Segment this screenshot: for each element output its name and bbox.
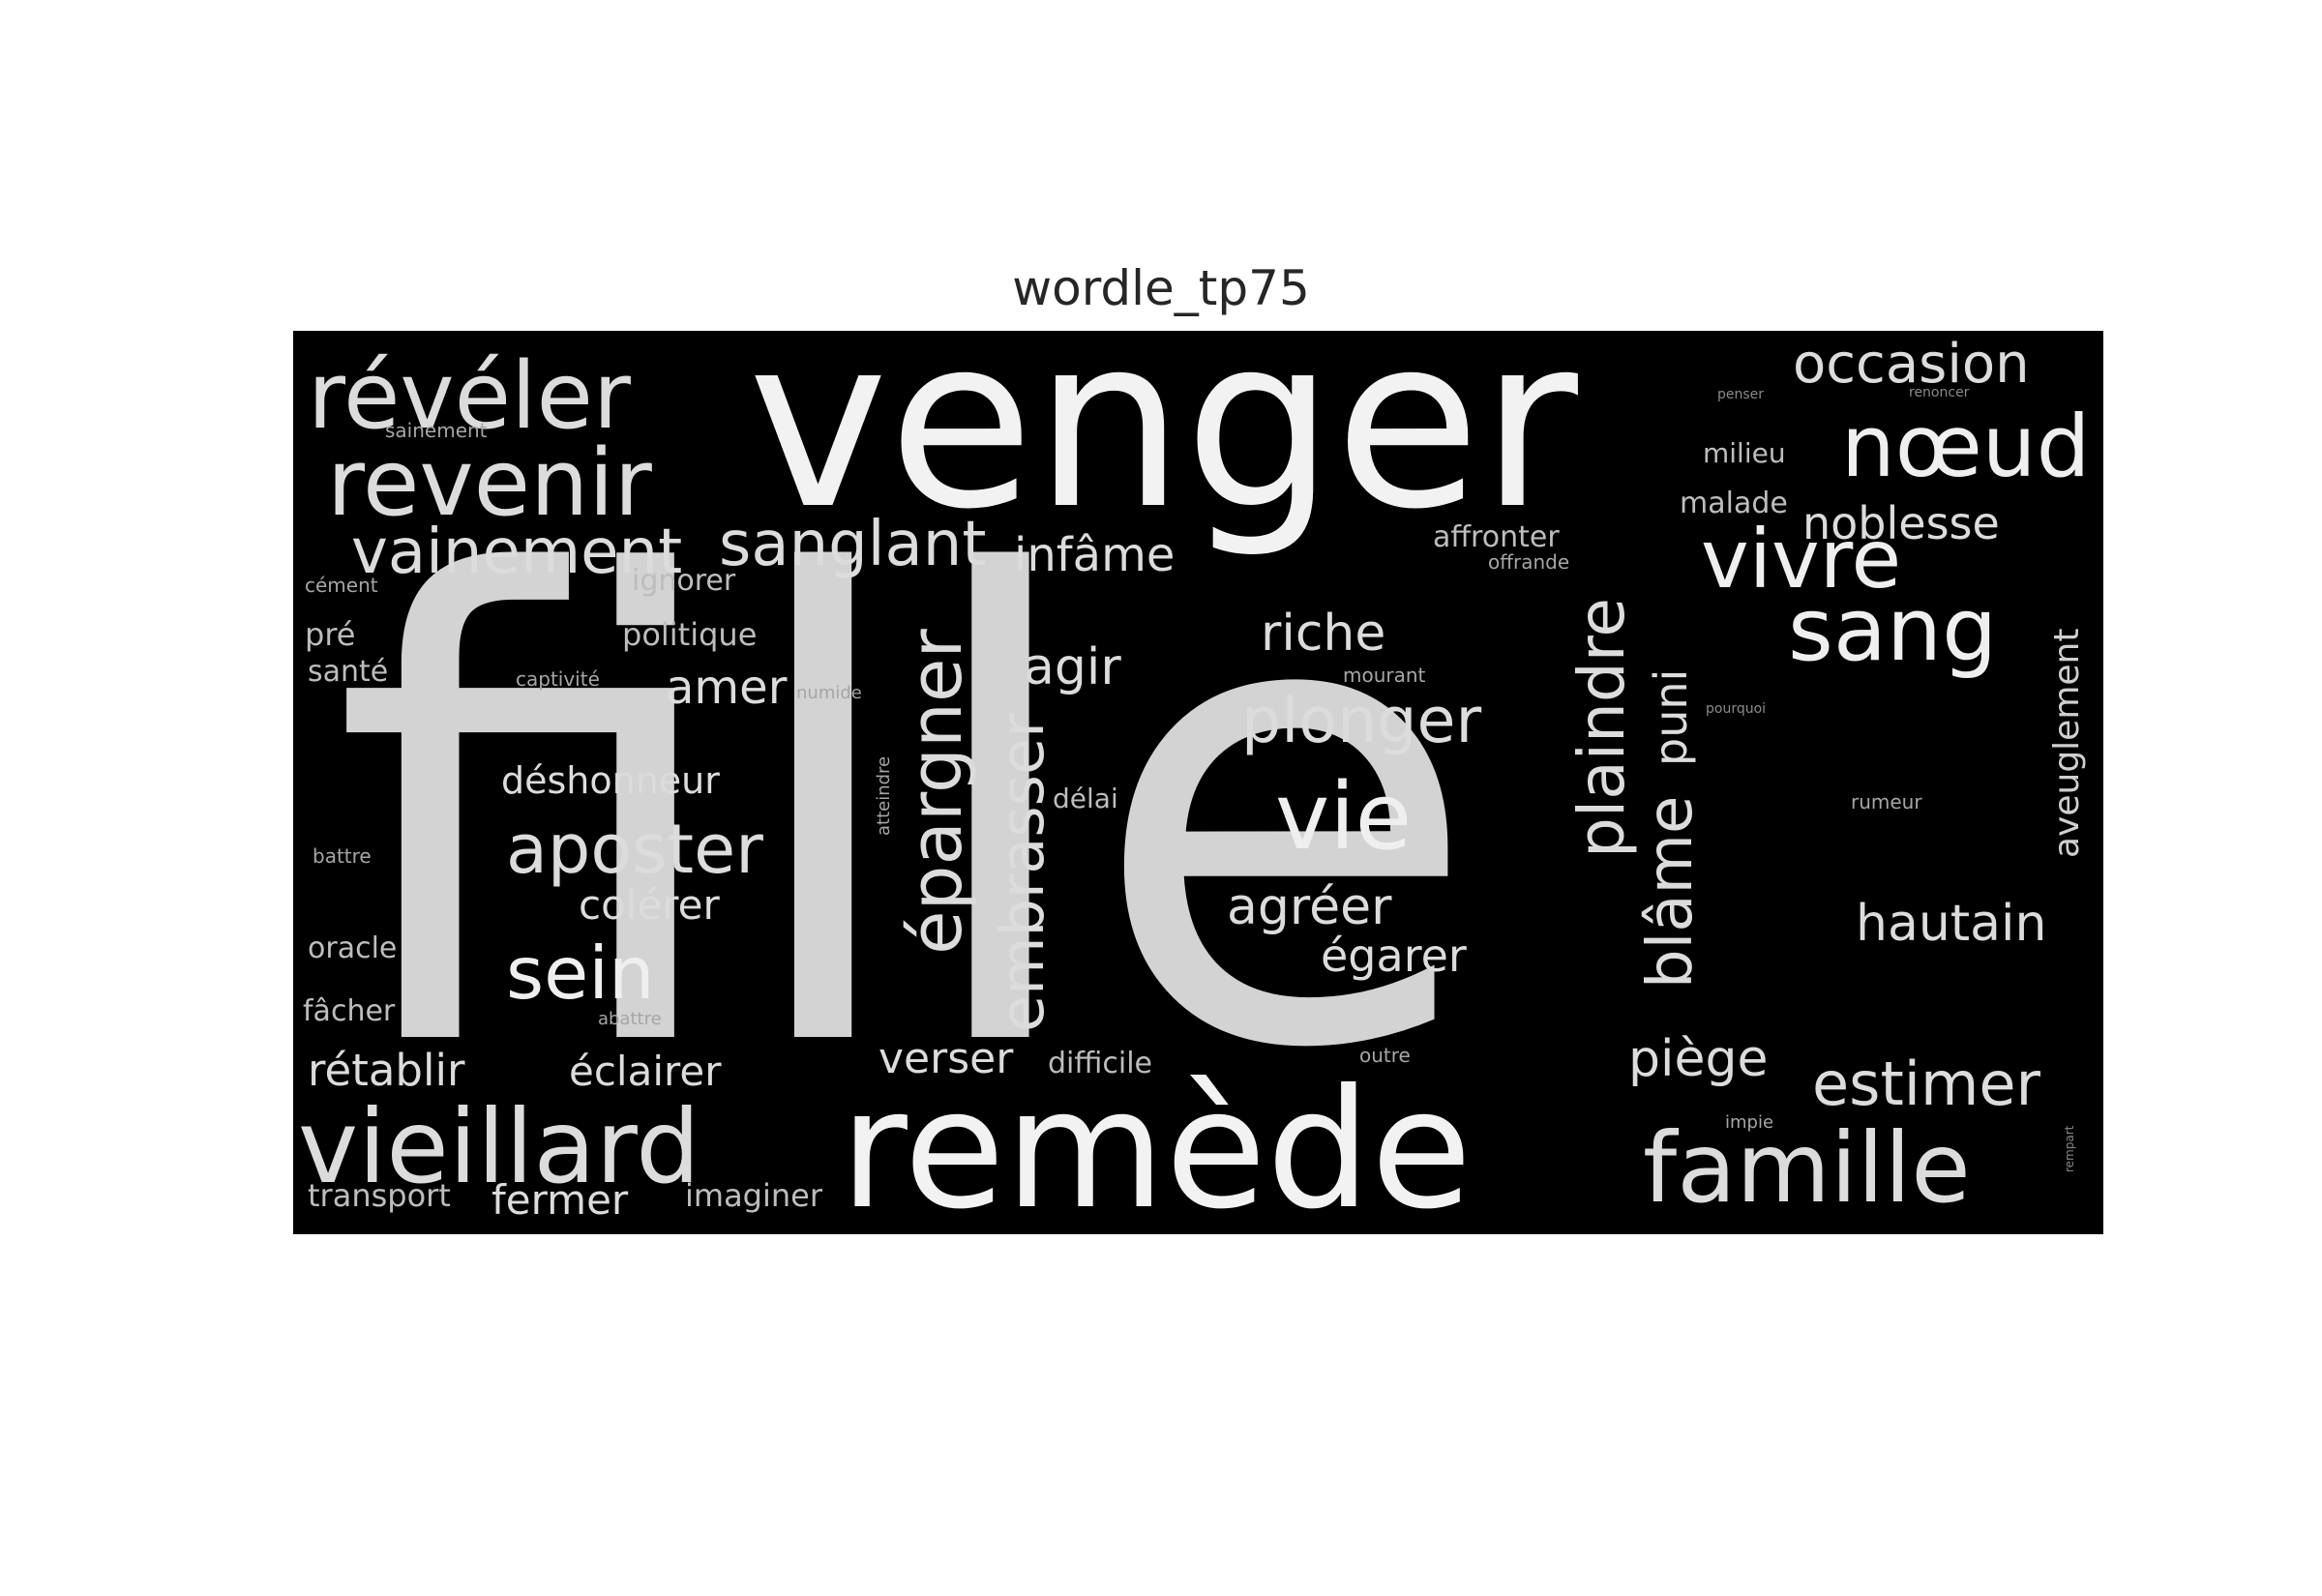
- word-famille: famille: [1643, 1111, 1971, 1225]
- word-noeud: nœud: [1841, 397, 2090, 496]
- word-vie: vie: [1275, 764, 1412, 871]
- word-blame: blâme: [1635, 796, 1707, 989]
- word-rumeur: rumeur: [1851, 790, 1922, 813]
- word-sein: sein: [506, 931, 655, 1016]
- word-colerer: colérer: [579, 881, 720, 929]
- word-captivite: captivité: [516, 667, 600, 691]
- word-plaindre: plaindre: [1564, 598, 1639, 858]
- word-hautain: hautain: [1856, 895, 2046, 953]
- word-agir: agir: [1024, 638, 1121, 696]
- word-estimer: estimer: [1812, 1049, 2041, 1119]
- word-renoncer: renoncer: [1909, 385, 1970, 400]
- word-delai: délai: [1053, 783, 1118, 814]
- word-facher: fâcher: [303, 994, 396, 1028]
- word-vivre: vivre: [1701, 512, 1901, 606]
- word-revenir: revenir: [327, 430, 653, 537]
- plot-title: wordle_tp75: [1012, 260, 1310, 316]
- word-remede: remède: [840, 1054, 1472, 1234]
- word-epargner: épargner: [895, 629, 978, 955]
- word-rempart: rempart: [2063, 1125, 2076, 1172]
- word-pourquoi: pourquoi: [1706, 701, 1766, 717]
- word-puni: puni: [1645, 669, 1697, 766]
- word-egarer: égarer: [1321, 930, 1467, 982]
- word-riche: riche: [1261, 605, 1385, 663]
- word-fermer: fermer: [491, 1176, 629, 1224]
- word-ignorer: ignorer: [632, 564, 736, 598]
- word-fille: fille: [332, 444, 1482, 1188]
- word-verser: verser: [878, 1034, 1014, 1083]
- word-reveler: révéler: [308, 343, 632, 450]
- word-aposter: aposter: [506, 810, 763, 889]
- word-cement: cément: [305, 574, 378, 597]
- word-aveuglement: aveuglement: [2047, 629, 2087, 858]
- word-embrasser: embrasser: [987, 713, 1057, 1032]
- word-retablir: rétablir: [308, 1045, 465, 1096]
- word-imaginer: imaginer: [685, 1177, 823, 1214]
- word-sang: sang: [1788, 579, 1997, 681]
- word-outre: outre: [1359, 1044, 1411, 1067]
- word-affronter: affronter: [1433, 520, 1560, 554]
- word-penser: penser: [1717, 387, 1764, 402]
- word-noblesse: noblesse: [1802, 497, 2000, 549]
- word-malade: malade: [1680, 487, 1788, 520]
- word-difficile: difficile: [1048, 1047, 1152, 1080]
- word-venger: venger: [748, 331, 1578, 561]
- word-abattre: abattre: [598, 1009, 662, 1029]
- word-sante: santé: [308, 655, 388, 689]
- word-pre: pré: [305, 616, 355, 653]
- word-battre: battre: [313, 844, 372, 868]
- word-impie: impie: [1725, 1112, 1773, 1133]
- word-eclairer: éclairer: [569, 1048, 722, 1095]
- word-transport: transport: [308, 1177, 451, 1214]
- word-deshonneur: déshonneur: [501, 759, 720, 802]
- word-atteindre: atteindre: [874, 756, 894, 836]
- word-sanglant: sanglant: [719, 509, 986, 580]
- word-milieu: milieu: [1703, 437, 1786, 469]
- word-mourant: mourant: [1343, 664, 1426, 687]
- word-offrande: offrande: [1488, 550, 1569, 574]
- word-occasion: occasion: [1793, 333, 2030, 396]
- word-sainement: sainement: [385, 419, 488, 442]
- word-amer: amer: [666, 661, 788, 715]
- word-numide: numide: [796, 683, 862, 703]
- word-infame: infâme: [1014, 528, 1175, 582]
- word-vieillard: vieillard: [298, 1088, 700, 1206]
- word-plonger: plonger: [1241, 685, 1482, 757]
- word-cloud-image: fille venger remède révéler revenir vainement…: [293, 331, 2103, 1234]
- word-piege: piège: [1628, 1030, 1768, 1088]
- word-politique: politique: [622, 616, 757, 653]
- word-agreer: agréer: [1227, 878, 1392, 936]
- word-oracle: oracle: [308, 931, 397, 965]
- word-vainement: vainement: [351, 517, 682, 588]
